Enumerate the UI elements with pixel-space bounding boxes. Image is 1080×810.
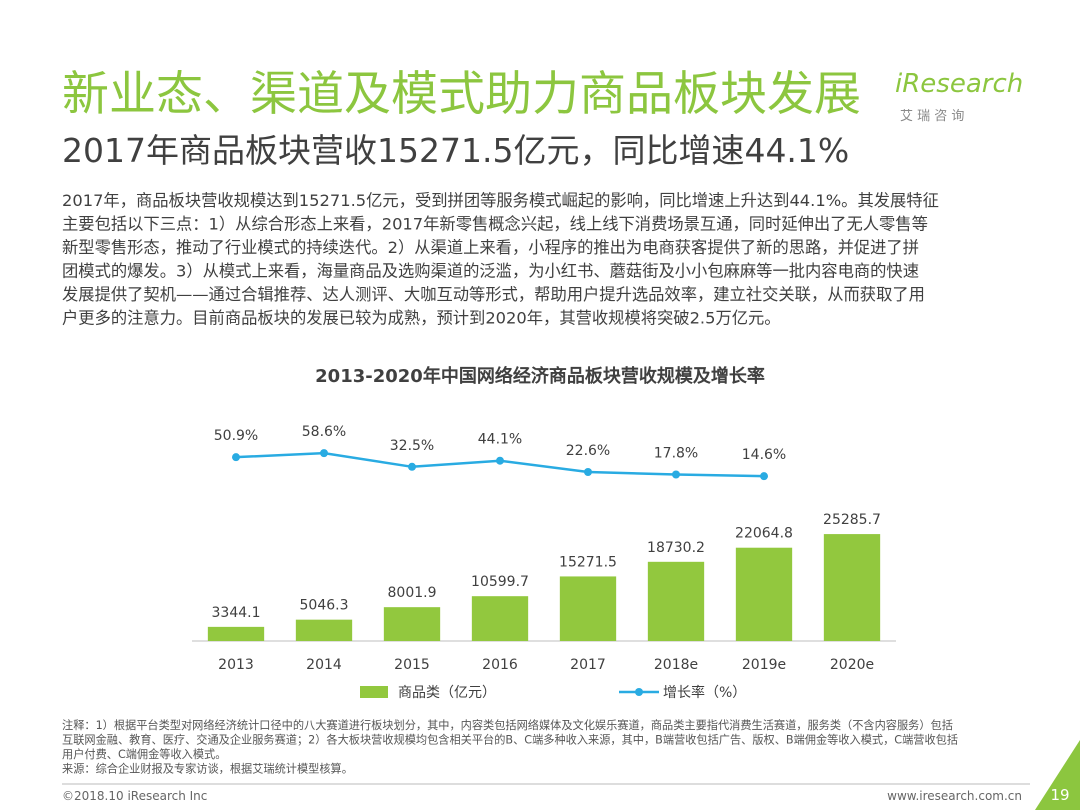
body-line: 新型零售形态，推动了行业模式的持续迭代。2）从渠道上来看，小程序的推出为电商获客… [62, 238, 919, 257]
corner [1035, 740, 1080, 810]
legend-swatch [360, 686, 388, 698]
growth-point [232, 453, 240, 462]
note-line: 互联网金融、教育、医疗、交通及企业服务赛道；2）各大板块营收规模均包含相关平台的… [62, 733, 958, 747]
x-tick-label: 2018e [654, 657, 698, 673]
body-line: 团模式的爆发。3）从模式上来看，海量商品及选购渠道的泛滥，为小红书、蘑菇街及小小… [62, 262, 919, 281]
x-tick-label: 2017 [570, 657, 606, 673]
growth-label: 32.5% [390, 438, 434, 454]
body-line: 户更多的注意力。目前商品板块的发展已较为成熟，预计到2020年，其营收规模将突破… [62, 309, 781, 328]
growth-point [408, 462, 416, 471]
growth-label: 44.1% [478, 432, 522, 448]
legend-label: 增长率（%） [663, 684, 746, 701]
growth-label: 17.8% [654, 446, 698, 462]
growth-point [320, 449, 328, 458]
growth-label: 22.6% [566, 443, 610, 459]
bar [471, 596, 529, 641]
bar [735, 547, 793, 641]
x-tick-label: 2015 [394, 657, 430, 673]
bar [383, 607, 441, 641]
bar-label: 25285.7 [823, 512, 881, 528]
body-line: 主要包括以下三点：1）从综合形态上来看，2017年新零售概念兴起，线上线下消费场… [62, 215, 928, 234]
body-text: 2017年，商品板块营收规模达到15271.5亿元，受到拼团等服务模式崛起的影响… [62, 191, 939, 328]
x-tick-label: 2013 [218, 657, 254, 673]
chart-title: 2013-2020年中国网络经济商品板块营收规模及增长率 [315, 365, 765, 387]
copyright: ©2018.10 iResearch Inc [62, 789, 207, 803]
note-line: 来源：综合企业财报及专家访谈，根据艾瑞统计模型核算。 [62, 762, 353, 776]
x-tick-label: 2020e [830, 657, 874, 673]
logo-cn: 艾 瑞 咨 询 [900, 109, 964, 124]
growth-label: 14.6% [742, 447, 786, 463]
bar [295, 619, 353, 641]
bar [207, 626, 265, 641]
note-line: 用户付费、C端佣金等收入模式。 [62, 747, 226, 761]
bar [559, 576, 617, 641]
subtitle: 2017年商品板块营收15271.5亿元，同比增速44.1% [62, 131, 849, 170]
growth-label: 58.6% [302, 424, 346, 440]
growth-point [672, 470, 680, 479]
body-line: 发展提供了契机——通过合辑推荐、达人测评、大咖互动等形式，帮助用户提升选品效率，… [62, 285, 925, 304]
logo: iResearch [895, 69, 1023, 99]
growth-point [496, 456, 504, 465]
body-line: 2017年，商品板块营收规模达到15271.5亿元，受到拼团等服务模式崛起的影响… [62, 191, 939, 210]
notes: 注释：1）根据平台类型对网络经济统计口径中的八大赛道进行板块划分，其中，内容类包… [62, 718, 958, 776]
page-number: 19 [1050, 786, 1069, 804]
legend-dot [635, 688, 643, 696]
growth-label: 50.9% [214, 428, 258, 444]
bar [647, 561, 705, 641]
growth-point [584, 467, 592, 476]
bar-label: 5046.3 [300, 598, 349, 614]
bar [823, 534, 881, 641]
bar-label: 18730.2 [647, 540, 705, 556]
bar-label: 10599.7 [471, 574, 529, 590]
growth-point [760, 472, 768, 481]
bar-label: 8001.9 [388, 585, 437, 601]
bar-label: 15271.5 [559, 554, 617, 570]
x-tick-label: 2019e [742, 657, 786, 673]
x-tick-label: 2014 [306, 657, 342, 673]
bar-label: 3344.1 [212, 605, 261, 621]
title: 新业态、渠道及模式助力商品板块发展 [62, 67, 861, 122]
footer-url: www.iresearch.com.cn [887, 789, 1022, 803]
bar-label: 22064.8 [735, 526, 793, 542]
legend-label: 商品类（亿元） [398, 685, 496, 701]
x-tick-label: 2016 [482, 657, 518, 673]
note-line: 注释：1）根据平台类型对网络经济统计口径中的八大赛道进行板块划分，其中，内容类包… [62, 718, 953, 732]
